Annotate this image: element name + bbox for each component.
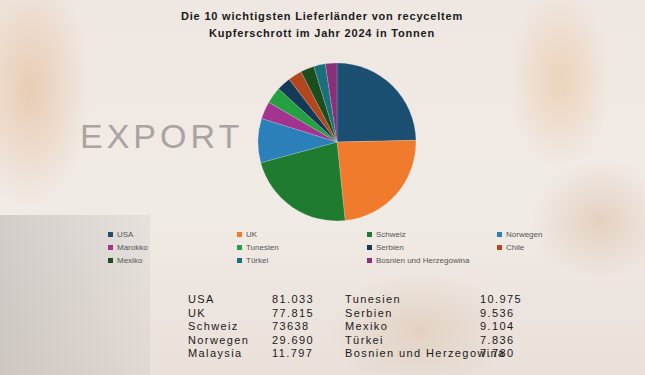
legend-swatch — [497, 245, 502, 250]
pie — [258, 63, 416, 221]
legend-swatch — [237, 245, 242, 250]
pie-slice — [314, 64, 337, 142]
legend-swatch — [367, 245, 372, 250]
table-country: Mexiko — [345, 320, 388, 332]
table-value: 9.104 — [480, 320, 515, 332]
background-text: EXPORT — [80, 117, 243, 155]
legend-swatch — [367, 258, 372, 263]
table-value: 73638 — [272, 320, 310, 332]
legend-swatch — [108, 232, 113, 237]
legend-label: Marokko — [117, 243, 148, 252]
pie-slice — [337, 140, 416, 220]
legend: USA UK Schweiz Norwegen Marokko Tunesien Serbi… — [108, 230, 542, 265]
legend-label: Norwegen — [506, 230, 542, 239]
legend-label: Bosnien und Herzegowina — [376, 256, 470, 265]
legend-label: Türkei — [246, 256, 268, 265]
legend-label: Serbien — [376, 243, 404, 252]
table-value: 9.536 — [480, 307, 515, 319]
pie-slice — [337, 63, 416, 142]
pie-slice — [325, 63, 337, 142]
legend-swatch — [108, 245, 113, 250]
table-country: Schweiz — [188, 320, 239, 332]
table-value: 7.836 — [480, 334, 515, 346]
legend-label: Mexiko — [117, 256, 143, 265]
table-country: USA — [188, 293, 215, 305]
legend-swatch — [497, 232, 502, 237]
chart-title: Die 10 wichtigsten Lieferländer von recy… — [147, 8, 497, 42]
table-value: 29.690 — [272, 334, 314, 346]
table-value: 7.780 — [480, 347, 515, 359]
table-value: 11.797 — [272, 347, 313, 359]
legend-swatch — [108, 258, 113, 263]
legend-swatch — [237, 258, 242, 263]
table-country: Norwegen — [188, 334, 249, 346]
table-country: Tunesien — [345, 293, 401, 305]
legend-label: Tunesien — [246, 243, 279, 252]
background-block — [0, 215, 150, 375]
legend-label: USA — [117, 230, 134, 239]
legend-label: UK — [246, 230, 258, 239]
table-value: 10.975 — [480, 293, 522, 305]
table-country: Serbien — [345, 307, 393, 319]
value-table: USA 81.033 UK 77.815 Schweiz 73638 Norwegen 29.… — [188, 293, 522, 359]
legend-label: Chile — [506, 243, 525, 252]
table-country: Malaysia — [188, 347, 243, 359]
legend-swatch — [237, 232, 242, 237]
table-country: UK — [188, 307, 206, 319]
table-value: 77.815 — [272, 307, 314, 319]
legend-label: Schweiz — [376, 230, 406, 239]
table-value: 81.033 — [272, 293, 314, 305]
table-country: Türkei — [345, 334, 384, 346]
chart-canvas: EXPORTUSAUKSchweizNorwegenMarokkoTunesie… — [0, 0, 645, 375]
legend-swatch — [367, 232, 372, 237]
